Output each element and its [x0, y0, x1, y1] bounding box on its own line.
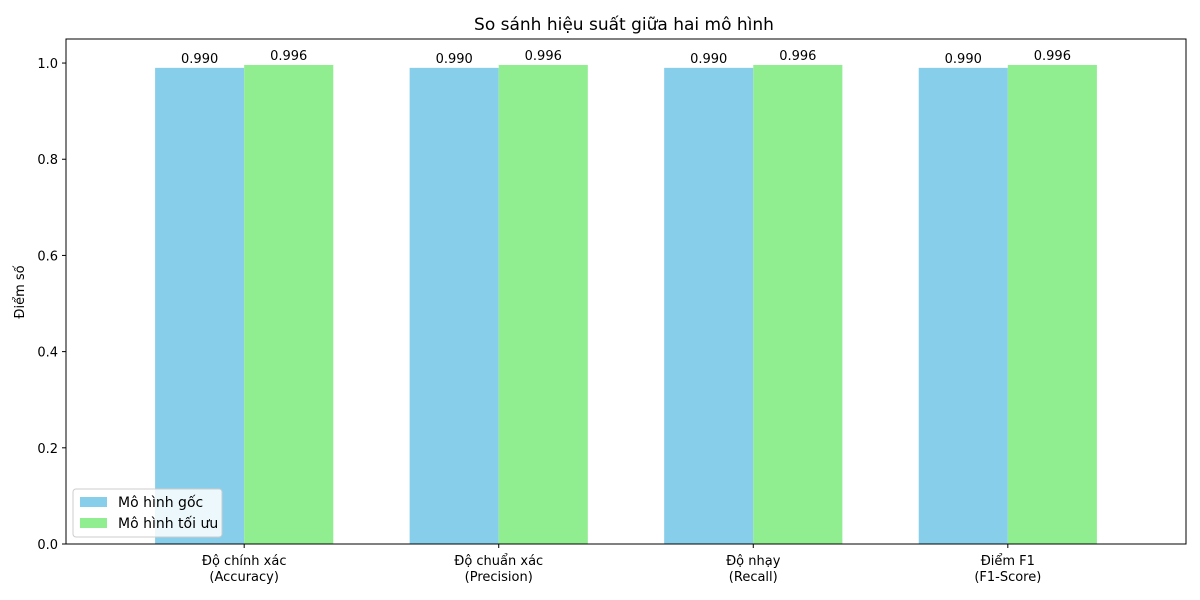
bar-series-0-cat-1 — [409, 67, 499, 544]
x-tick-label-3-line2: (F1-Score) — [974, 570, 1041, 585]
bar-series-1-cat-3 — [1007, 64, 1097, 544]
x-tick-label-1-line1: Độ chuẩn xác — [454, 554, 543, 569]
x-tick-label-2-line1: Độ nhạy — [726, 554, 781, 569]
legend-swatch-0 — [80, 497, 107, 507]
y-tick-label-3: 0.6 — [37, 249, 58, 264]
bar-series-0-cat-2 — [664, 67, 754, 544]
y-axis-label: Điểm số — [13, 265, 28, 318]
data-label-series-0-cat-3: 0.990 — [945, 52, 982, 67]
bar-series-0-cat-0 — [155, 67, 245, 544]
y-axis: 0.0 0.2 0.4 0.6 0.8 1.0 — [37, 57, 66, 553]
data-label-series-1-cat-0: 0.996 — [270, 49, 307, 64]
x-axis: Độ chính xác(Accuracy) Độ chuẩn xác(Preci… — [202, 544, 1041, 585]
legend: Mô hình gốc Mô hình tối ưu — [72, 488, 223, 538]
data-label-series-1-cat-3: 0.996 — [1034, 49, 1071, 64]
bar-series-1-cat-0 — [244, 64, 334, 544]
y-tick-label-2: 0.4 — [37, 346, 58, 361]
data-labels-group: 0.990 0.990 0.990 0.990 0.996 0.996 0.996 0.996 — [181, 49, 1071, 67]
plot-frame — [65, 38, 1187, 545]
bar-series-1-cat-1 — [498, 64, 588, 544]
x-tick-label-2-line2: (Recall) — [729, 570, 778, 585]
data-label-series-0-cat-1: 0.990 — [436, 52, 473, 67]
chart-title: So sánh hiệu suất giữa hai mô hình — [474, 14, 774, 35]
bar-series-0-cat-3 — [918, 67, 1008, 544]
x-tick-label-0-line1: Độ chính xác — [202, 554, 287, 569]
y-tick-label-5: 1.0 — [37, 57, 58, 72]
x-tick-label-3-line1: Điểm F1 — [981, 554, 1035, 569]
data-label-series-1-cat-2: 0.996 — [779, 49, 816, 64]
x-tick-label-0-line2: (Accuracy) — [209, 570, 279, 585]
bar-series-1-cat-2 — [753, 64, 843, 544]
y-tick-label-1: 0.2 — [37, 442, 58, 457]
legend-box — [72, 488, 223, 538]
data-label-series-1-cat-1: 0.996 — [525, 49, 562, 64]
data-label-series-0-cat-0: 0.990 — [181, 52, 218, 67]
legend-label-0: Mô hình gốc — [118, 494, 203, 511]
legend-label-1: Mô hình tối ưu — [118, 515, 218, 532]
x-tick-label-1-line2: (Precision) — [465, 570, 533, 585]
y-tick-label-4: 0.8 — [37, 153, 58, 168]
legend-swatch-1 — [80, 518, 107, 528]
bars-group — [155, 64, 1097, 544]
y-tick-label-0: 0.0 — [37, 538, 58, 553]
data-label-series-0-cat-2: 0.990 — [690, 52, 727, 67]
